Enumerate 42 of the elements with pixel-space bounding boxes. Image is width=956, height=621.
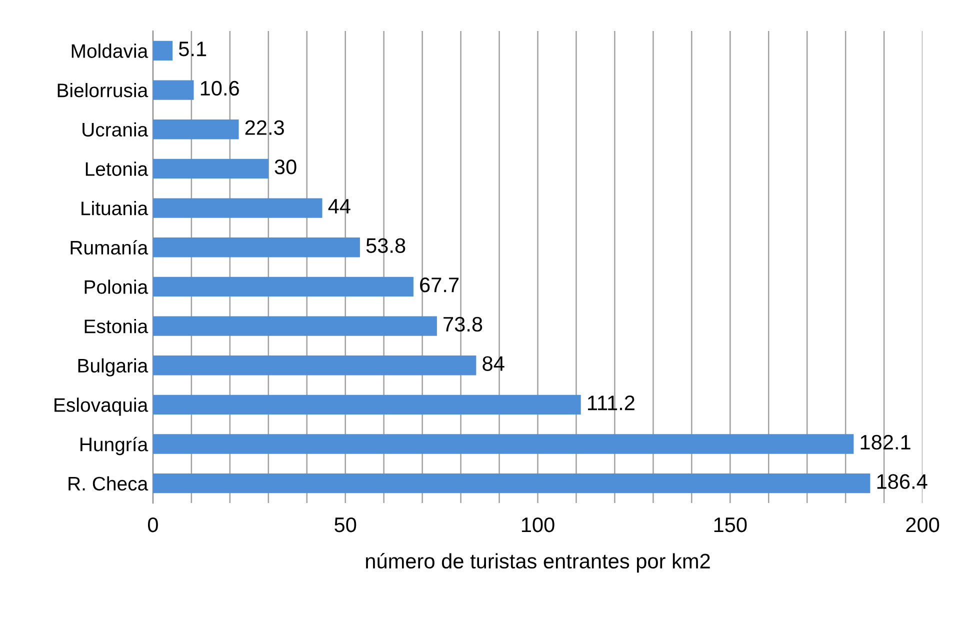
bar (152, 198, 322, 218)
bar (152, 238, 360, 258)
bar (152, 276, 414, 297)
data-label: 10.6 (200, 80, 239, 96)
x-tick-label: 150 (714, 517, 747, 532)
x-tick-label: 50 (334, 517, 356, 532)
bar (152, 80, 194, 100)
bar (152, 434, 854, 454)
bar (152, 474, 870, 494)
y-tick-label: Moldavia (72, 44, 148, 58)
data-label: 84 (482, 356, 504, 371)
bar (152, 394, 581, 415)
data-label: 111.2 (588, 396, 634, 410)
y-tick-label: Bielorrusia (58, 83, 148, 98)
bar (152, 120, 239, 140)
data-label: 182.1 (860, 434, 910, 450)
y-tick-label: Letonia (86, 162, 148, 176)
data-label: 73.8 (444, 316, 482, 332)
y-tick-label: Estonia (84, 318, 148, 334)
bar (152, 316, 437, 336)
y-tick-label: Eslovaquia (54, 398, 148, 416)
data-label: 53.8 (366, 238, 406, 253)
y-tick-label: Bulgaria (78, 358, 148, 376)
x-tick-label: 100 (522, 517, 554, 532)
bar (152, 356, 476, 376)
y-tick-label: Rumanía (70, 240, 148, 255)
y-tick-label: Polonia (84, 280, 148, 294)
bar (152, 40, 173, 61)
data-label: 22.3 (245, 120, 284, 135)
data-label: 186.4 (877, 474, 928, 489)
y-tick-label: Hungría (80, 436, 148, 456)
data-label: 67.7 (420, 278, 459, 292)
x-tick-label: 200 (906, 517, 940, 532)
x-axis-title: número de turistas entrantes por km2 (366, 552, 710, 573)
data-label: 44 (328, 199, 350, 214)
x-tick-label: 0 (148, 517, 158, 532)
y-tick-label: Lituania (82, 200, 148, 216)
data-label: 5.1 (178, 42, 206, 56)
y-tick-label: R. Checa (68, 476, 148, 491)
y-tick-label: Ucrania (82, 122, 148, 137)
data-label: 30 (274, 160, 296, 174)
bar (152, 158, 268, 179)
